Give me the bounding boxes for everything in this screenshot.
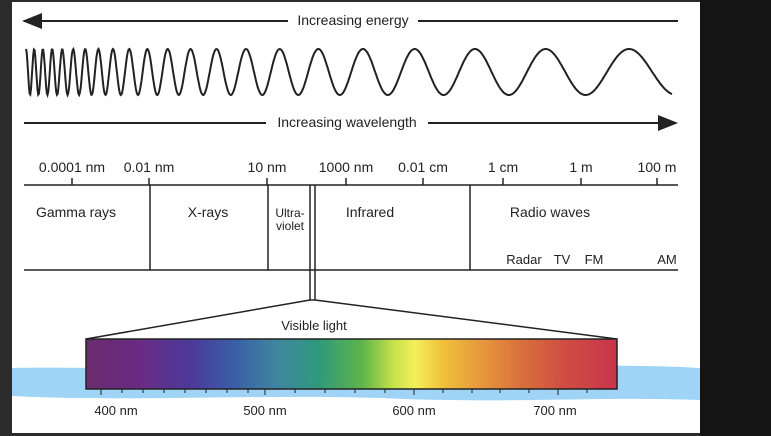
- radio-band-tv: TV: [554, 252, 571, 267]
- wavelength-arrow: Increasing wavelength: [24, 114, 678, 131]
- right-dark-strip: [700, 0, 771, 436]
- region-radio: Radio waves: [510, 204, 590, 220]
- region-gamma: Gamma rays: [36, 204, 116, 220]
- scale-tick-label: 10 nm: [248, 159, 287, 175]
- region-uv-line1: Ultra-: [275, 206, 304, 220]
- scale-tick-label: 1000 nm: [319, 159, 373, 175]
- scale-tick-label: 0.01 nm: [124, 159, 175, 175]
- visible-tick-label: 600 nm: [392, 403, 435, 418]
- region-xrays: X-rays: [188, 204, 228, 220]
- region-labels: Gamma rays X-rays Ultra- violet Infrared…: [36, 204, 677, 267]
- visible-spectrum-bar: [85, 338, 618, 390]
- radio-band-fm: FM: [585, 252, 604, 267]
- energy-label: Increasing energy: [297, 12, 408, 28]
- visible-tick-label: 500 nm: [243, 403, 286, 418]
- region-band: [24, 185, 678, 300]
- scale-tick-label: 100 m: [638, 159, 677, 175]
- wavelength-label: Increasing wavelength: [277, 114, 416, 130]
- region-uv-line2: violet: [276, 219, 305, 233]
- scale-axis: [24, 178, 678, 186]
- radio-band-am: AM: [657, 252, 677, 267]
- scale-tick-label: 0.0001 nm: [39, 159, 105, 175]
- scale-tick-label: 0.01 cm: [398, 159, 448, 175]
- scale-labels: 0.0001 nm 0.01 nm 10 nm 1000 nm 0.01 cm …: [39, 159, 677, 175]
- visible-tick-labels: 400 nm 500 nm 600 nm 700 nm: [94, 403, 576, 418]
- scale-tick-label: 1 cm: [488, 159, 518, 175]
- scale-tick-label: 1 m: [569, 159, 592, 175]
- visible-ticks: [100, 389, 588, 395]
- visible-tick-label: 400 nm: [94, 403, 137, 418]
- visible-funnel: [85, 299, 618, 340]
- radio-band-radar: Radar: [506, 252, 542, 267]
- energy-arrow: Increasing energy: [22, 12, 678, 29]
- region-infrared: Infrared: [346, 204, 394, 220]
- wave-graphic: [25, 46, 673, 99]
- visible-tick-label: 700 nm: [533, 403, 576, 418]
- visible-light-label: Visible light: [281, 318, 347, 333]
